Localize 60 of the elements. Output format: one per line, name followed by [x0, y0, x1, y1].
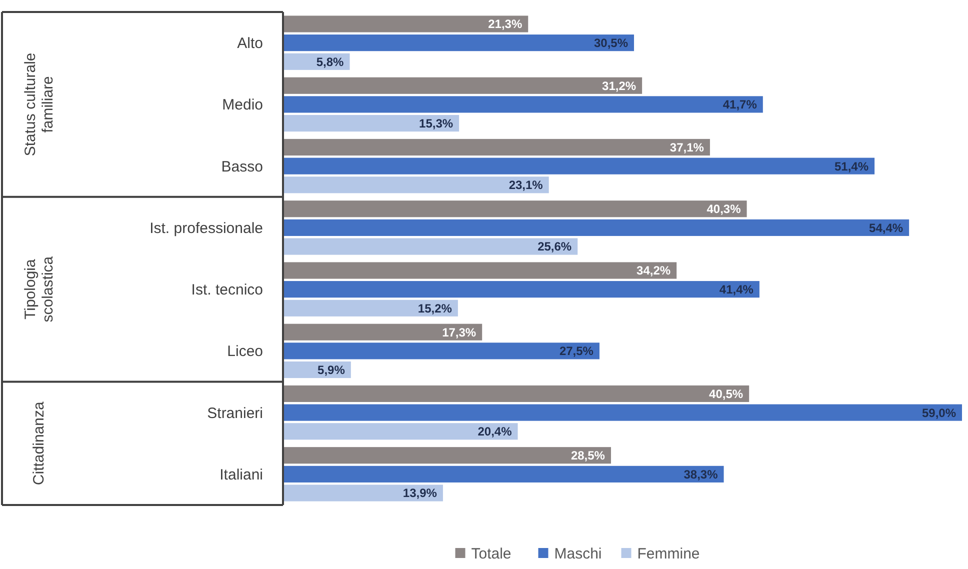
bar: [283, 385, 750, 402]
text: Cittadinanza: [30, 401, 48, 486]
bar: [283, 176, 549, 194]
data-label: 15,2%: [418, 301, 452, 316]
text: Tipologia scolastica: [22, 256, 56, 322]
data-label: 5,9%: [318, 362, 346, 377]
bar: [283, 262, 677, 279]
y-tick-label: Basso: [221, 158, 263, 176]
bar: [283, 281, 760, 298]
data-label: 38,3%: [684, 467, 718, 482]
bar: [283, 447, 611, 464]
data-label: 13,9%: [402, 486, 438, 500]
bar: [283, 219, 910, 236]
legend-label: Totale: [471, 545, 512, 562]
data-label: 15,3%: [419, 116, 454, 130]
bar: [283, 404, 962, 421]
data-label: 37,1%: [670, 140, 704, 154]
data-label: 41,4%: [719, 282, 754, 297]
bar: [283, 158, 875, 174]
bar: [283, 114, 460, 132]
data-label: 27,5%: [559, 344, 594, 358]
data-label: 30,5%: [594, 36, 628, 50]
data-label: 31,2%: [602, 78, 636, 93]
text: Status culturale familiare: [22, 52, 56, 156]
bar: [283, 300, 458, 316]
data-label: 54,4%: [869, 220, 904, 235]
data-label: 51,4%: [834, 159, 869, 174]
data-label: 20,4%: [478, 424, 512, 439]
bar: [283, 423, 518, 440]
y-tick-label: Alto: [237, 35, 263, 52]
bar: [283, 324, 482, 340]
bar: [283, 96, 763, 113]
bar: [283, 484, 443, 502]
data-label: 25,6%: [538, 240, 572, 254]
data-label: 28,5%: [570, 448, 606, 463]
y-tick-label: Ist. tecnico: [191, 282, 263, 299]
y-tick-label: Liceo: [227, 343, 263, 360]
y-tick-label: Medio: [222, 96, 263, 114]
data-label: 40,3%: [706, 202, 742, 216]
data-label: 17,3%: [442, 325, 476, 340]
bar: [283, 342, 600, 360]
bar: [283, 200, 747, 218]
legend-label: Maschi: [554, 545, 602, 562]
bar: [283, 34, 634, 52]
data-label: 34,2%: [636, 264, 671, 278]
y-tick-label: Ist. professionale: [150, 220, 263, 237]
legend-label: Femmine: [637, 545, 700, 562]
bar: [283, 466, 724, 482]
data-label: 5,8%: [316, 54, 344, 69]
data-label: 41,7%: [722, 98, 758, 112]
bar: [283, 238, 578, 255]
y-tick-label: Stranieri: [207, 404, 263, 422]
bar: [283, 77, 642, 94]
data-label: 23,1%: [508, 178, 544, 192]
data-label: 59,0%: [922, 406, 956, 420]
data-label: 40,5%: [709, 386, 744, 401]
bar: [283, 138, 710, 156]
data-label: 21,3%: [488, 17, 522, 32]
bar: [283, 16, 528, 32]
y-tick-label: Italiani: [220, 466, 263, 484]
